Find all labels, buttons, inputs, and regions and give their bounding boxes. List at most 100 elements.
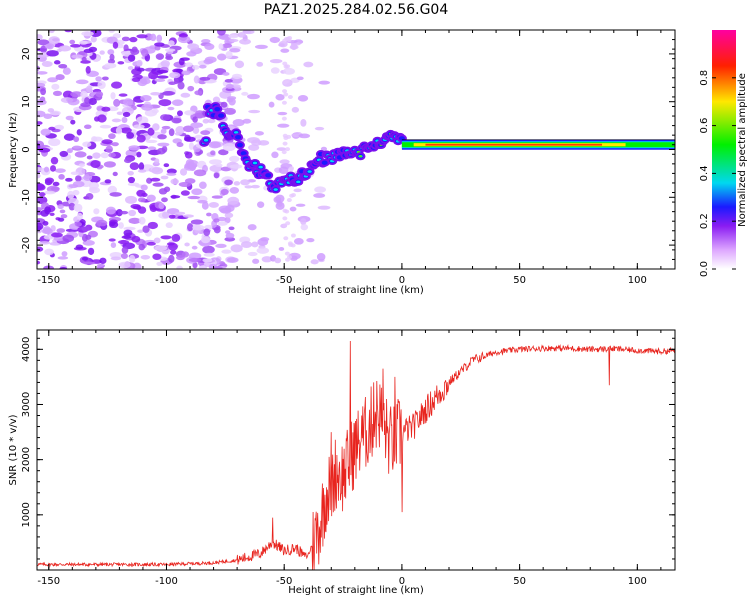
noise-blob [248, 109, 261, 114]
noise-blob [66, 148, 74, 154]
noise-blob [39, 96, 46, 102]
noise-blob [130, 203, 141, 209]
noise-blob [217, 30, 226, 36]
noise-blob [313, 193, 326, 198]
noise-blob [128, 145, 141, 151]
noise-blob [227, 196, 240, 205]
noise-blob [298, 133, 311, 139]
noise-blob [137, 229, 144, 233]
noise-blob [133, 124, 145, 129]
noise-blob [204, 224, 213, 230]
noise-blob [252, 258, 260, 264]
track-blob [240, 151, 247, 156]
noise-blob [84, 124, 92, 130]
noise-blob [158, 202, 165, 210]
noise-blob [73, 203, 83, 212]
noise-blob [228, 34, 239, 39]
noise-blob [59, 150, 69, 157]
noise-blob [275, 201, 285, 210]
noise-blob [51, 83, 60, 90]
noise-blob [37, 260, 41, 265]
snr-xlabel: Height of straight line (km) [288, 585, 424, 596]
noise-blob [118, 93, 128, 97]
noise-blob [151, 166, 164, 175]
x-tick-label: 100 [628, 576, 647, 587]
noise-blob [242, 30, 255, 35]
noise-blob [75, 79, 89, 85]
noise-blob [293, 237, 304, 245]
noise-blob [242, 118, 252, 124]
y-tick-label: 10 [21, 95, 32, 108]
noise-blob [285, 147, 291, 152]
noise-blob [286, 198, 292, 203]
noise-blob [171, 117, 182, 124]
noise-blob [277, 111, 288, 116]
noise-blob [46, 42, 54, 50]
noise-blob [95, 76, 102, 82]
noise-blob [59, 266, 68, 269]
noise-blob [218, 205, 232, 213]
noise-blob [222, 43, 233, 48]
noise-blob [137, 67, 145, 72]
noise-blob [69, 39, 76, 45]
noise-blob [99, 257, 107, 264]
noise-blob [160, 235, 172, 240]
noise-blob [224, 79, 233, 83]
noise-blob [275, 194, 285, 203]
noise-blob [234, 60, 245, 69]
noise-blob [286, 38, 292, 43]
noise-blob [121, 116, 128, 124]
noise-blob [88, 181, 100, 190]
noise-blob [169, 71, 181, 79]
band-edge [401, 139, 675, 141]
noise-blob [288, 166, 294, 171]
noise-blob [107, 185, 117, 194]
noise-blob [156, 261, 163, 266]
noise-blob [285, 257, 291, 262]
noise-blob [100, 152, 109, 159]
noise-blob [73, 136, 80, 143]
band-core [425, 143, 603, 146]
noise-blob [58, 45, 71, 52]
noise-blob [182, 214, 194, 218]
noise-blob [61, 251, 68, 257]
noise-blob [84, 97, 90, 105]
noise-blob [186, 51, 197, 57]
noise-blob [154, 245, 168, 251]
noise-blob [137, 206, 147, 214]
noise-blob [117, 61, 125, 65]
noise-blob [153, 237, 161, 244]
noise-blob [112, 171, 118, 177]
noise-blob [160, 175, 169, 180]
noise-blob [158, 188, 168, 195]
noise-blob [150, 91, 161, 96]
noise-blob [184, 151, 193, 159]
noise-blob [168, 254, 175, 263]
noise-blob [261, 256, 273, 263]
noise-blob [282, 38, 288, 43]
noise-blob [96, 219, 108, 227]
noise-blob [88, 97, 97, 106]
noise-blob [198, 64, 207, 69]
noise-blob [224, 179, 233, 186]
noise-blob [138, 243, 145, 251]
noise-blob [74, 151, 87, 158]
noise-blob [269, 36, 281, 44]
noise-blob [82, 141, 92, 148]
noise-blob [40, 128, 51, 136]
noise-blob [268, 101, 275, 108]
noise-blob [257, 140, 270, 146]
noise-blob [44, 248, 55, 256]
noise-blob [306, 237, 315, 243]
y-tick-label: 4000 [21, 337, 32, 362]
noise-blob [136, 59, 143, 67]
noise-blob [194, 90, 203, 96]
noise-blob [197, 199, 208, 204]
noise-blob [81, 57, 87, 62]
noise-blob [224, 236, 236, 242]
noise-blob [208, 202, 219, 208]
noise-blob [171, 99, 184, 106]
noise-blob [160, 114, 171, 121]
noise-blob [150, 177, 161, 182]
noise-blob [83, 48, 94, 54]
